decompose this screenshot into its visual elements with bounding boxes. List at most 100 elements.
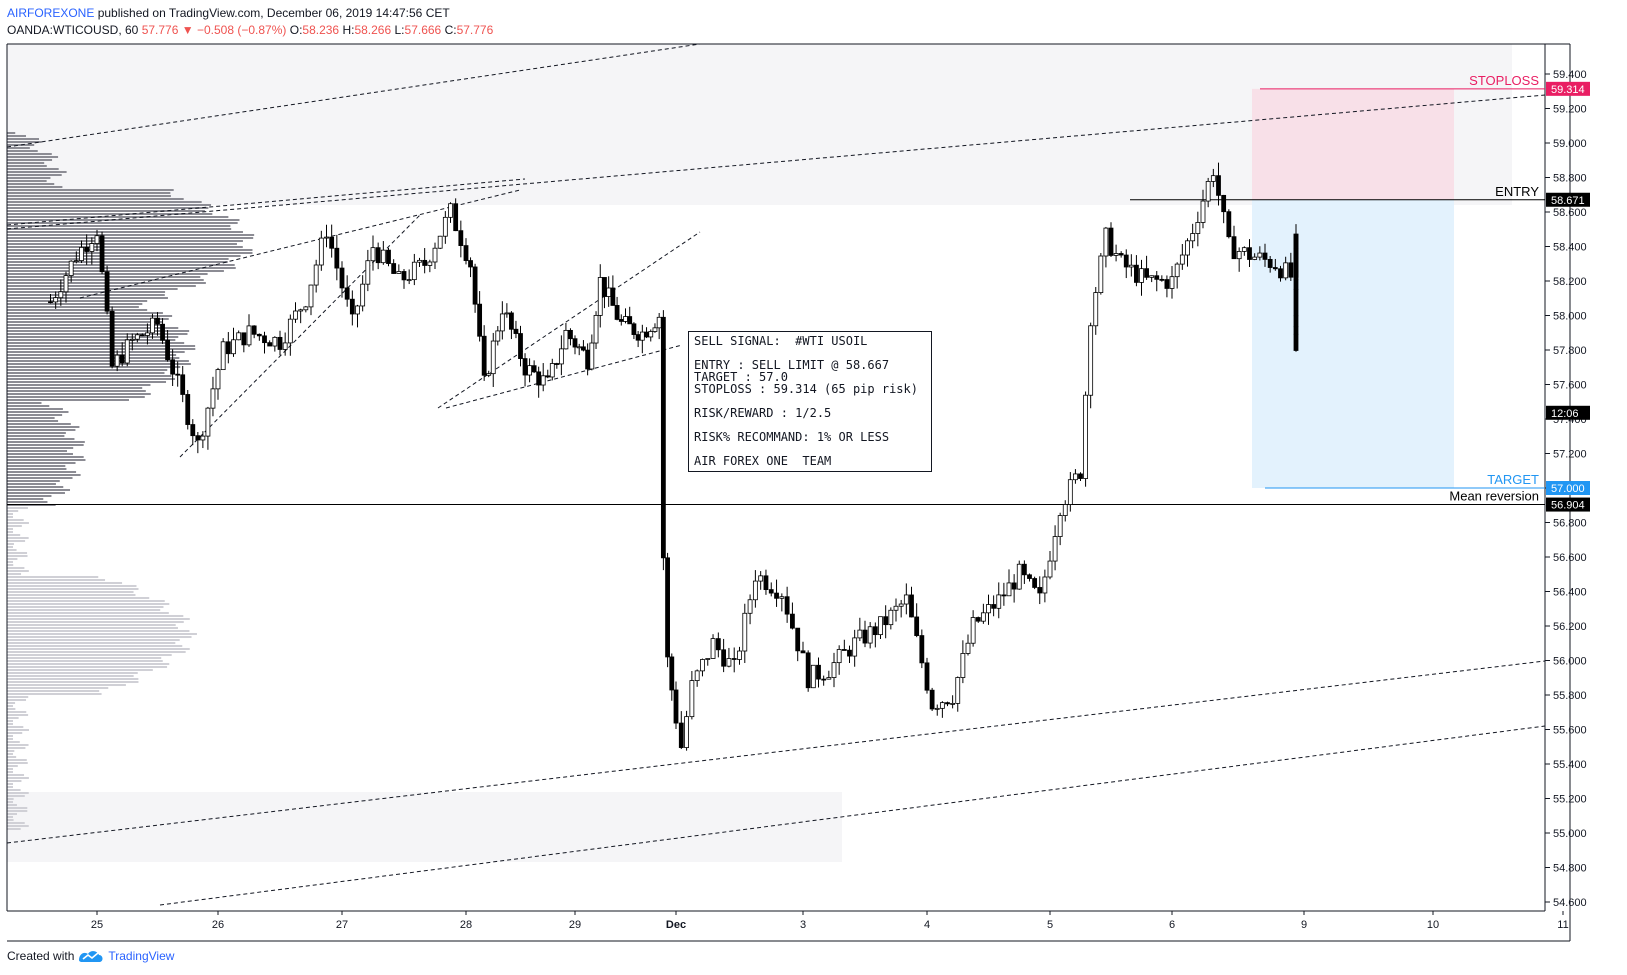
volume-bar [7,300,148,302]
candle-up [648,331,654,338]
volume-bar [7,594,136,596]
volume-bar [7,177,51,179]
candle-down [763,575,769,591]
volume-bar [7,765,18,767]
candle-up [215,369,221,390]
candle-down [1123,254,1129,268]
candle-up [898,603,904,607]
volume-bar [7,600,165,602]
candle-up [639,331,645,341]
volume-bar [7,714,29,716]
candle-down [531,365,537,373]
price-change: −0.508 (−0.87%) [196,23,287,37]
candle-up [737,650,742,660]
volume-bar [7,468,67,470]
candle-up [996,594,1002,609]
candle-up [442,216,448,237]
price-tick-label: 58.600 [1553,207,1587,219]
volume-bar [7,456,84,458]
volume-bar [7,693,102,695]
candle-down [518,333,523,359]
price-tick-label: 54.800 [1553,863,1587,875]
sell-signal-box[interactable]: SELL SIGNAL: #WTI USOIL ENTRY : SELL LIM… [688,331,932,472]
candle-up [867,626,873,644]
volume-bar [7,168,59,170]
signal-entry: ENTRY : SELL LIMIT @ 58.667 [694,358,890,372]
candle-up [1006,582,1012,597]
volume-bar [7,294,165,296]
trendline [6,94,1546,230]
low-value: 57.666 [404,23,442,37]
volume-bar [7,198,184,200]
volume-bar [7,222,238,224]
candle-up [504,312,510,315]
volume-bar [7,825,29,827]
volume-bar [7,213,213,215]
candles [48,162,1299,751]
volume-bar [7,435,65,437]
volume-bar [7,483,56,485]
volume-bar [7,639,180,641]
candle-down [1011,582,1017,590]
author-link[interactable]: AIRFOREXONE [7,6,95,20]
candle-down [481,335,487,376]
candle-up [589,342,595,370]
candle-up [810,664,816,689]
candle-up [1057,515,1063,537]
volume-bar [7,690,100,692]
volume-bar [7,804,17,806]
volume-bar [7,369,168,371]
published-text: published on TradingView.com, December 0… [94,6,450,20]
volume-bar [7,573,22,575]
volume-bar [7,399,129,401]
target-text: TARGET [1487,472,1539,487]
candle-down [1267,258,1273,268]
candle-down [170,359,176,375]
candle-up [857,629,863,639]
candle-up [360,283,366,307]
candle-up [417,259,422,263]
candle-down [109,310,115,367]
volume-bar [7,591,134,593]
volume-bar [7,315,173,317]
tradingview-link[interactable]: TradingView [108,949,175,963]
candle-up [1042,576,1048,594]
volume-bar [7,702,16,704]
volume-bar [7,450,67,452]
volume-bar [7,732,23,734]
volume-bar [7,729,29,731]
volume-bar [7,576,99,578]
volume-bar [7,150,38,152]
candle-up [747,599,753,614]
volume-bar [7,291,166,293]
candle-down [262,335,267,344]
volume-bar [7,768,13,770]
signal-stoploss: STOPLOSS : 59.314 (65 pip risk) [694,382,918,396]
down-arrow-icon: ▼ [181,23,194,37]
volume-bar [7,738,13,740]
candle-down [1144,268,1149,278]
candle-down [84,247,90,252]
volume-bar [7,540,26,542]
candle-up [1190,233,1196,242]
price-tick-label: 58.200 [1553,276,1587,288]
candle-up [94,235,100,244]
candle-down [453,203,459,232]
price-tick-label: 59.200 [1553,104,1587,116]
volume-bar [7,411,69,413]
support-zone [7,792,842,862]
candle-up [1047,560,1053,578]
volume-bar [7,465,66,467]
candle-down [422,259,428,266]
candle-down [1293,288,1299,317]
price-tick-label: 55.400 [1553,759,1587,771]
candle-up [623,316,628,322]
candle-up [1073,473,1078,481]
volume-bar [7,354,177,356]
time-tick-label: 10 [1427,919,1439,931]
target-badge-label: 57.000 [1551,483,1585,495]
candle-up [53,297,59,303]
volume-bar [7,267,236,269]
volume-bar [7,774,25,776]
